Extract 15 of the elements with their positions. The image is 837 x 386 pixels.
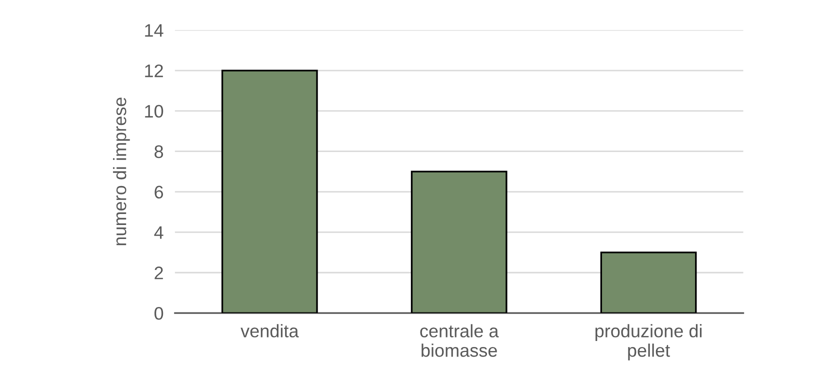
bar: [410, 170, 508, 314]
y-tick-label: 6: [154, 186, 164, 199]
y-tick-label: 0: [154, 306, 164, 320]
y-tick-label: 8: [154, 145, 164, 158]
y-tick-label: 4: [154, 226, 164, 239]
x-tick-label: vendita: [240, 324, 299, 338]
y-tick-label: 14: [145, 24, 164, 37]
bar: [600, 252, 697, 314]
y-tick-label: 2: [154, 266, 163, 280]
y-tick-label: 10: [145, 104, 164, 118]
bar: [221, 70, 318, 314]
y-tick-label: 12: [145, 64, 163, 78]
y-axis-title: numero di imprese: [113, 98, 130, 246]
x-tick-label: centrale a biomasse: [420, 324, 499, 357]
x-tick-label: produzione di pellet: [596, 324, 702, 360]
